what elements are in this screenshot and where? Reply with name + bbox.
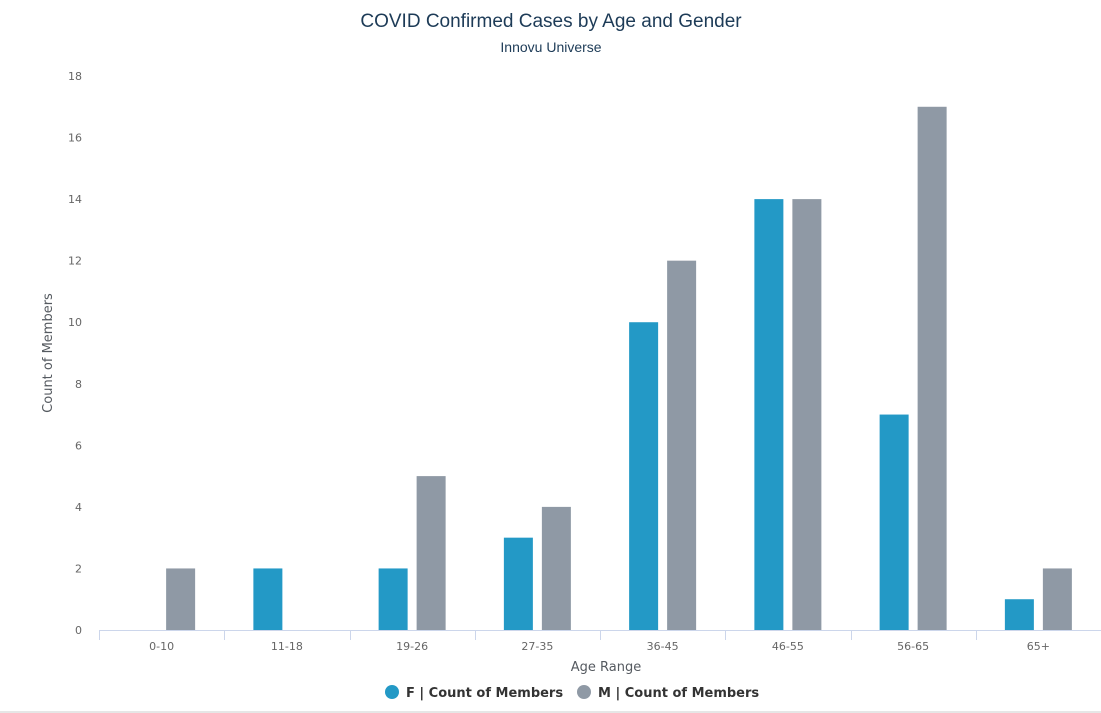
y-tick-label: 12 — [68, 255, 82, 268]
legend-marker — [577, 685, 591, 699]
bar-f-19-26[interactable] — [378, 568, 408, 630]
bar-f-27-35[interactable] — [503, 537, 533, 630]
y-tick-label: 10 — [68, 316, 82, 329]
legend: F | Count of Members M | Count of Members — [385, 685, 759, 701]
x-axis-ticks — [99, 630, 977, 640]
y-tick-label: 6 — [75, 439, 82, 452]
bar-f-65+[interactable] — [1004, 599, 1034, 630]
bar-m-65+[interactable] — [1042, 568, 1072, 630]
bar-f-11-18[interactable] — [253, 568, 283, 630]
x-tick-label: 46-55 — [772, 640, 804, 653]
y-tick-label: 0 — [75, 624, 82, 637]
bars — [166, 106, 1072, 631]
x-axis-tick-labels: 0-10 11-18 19-26 27-35 36-45 46-55 56-65 65+ — [149, 640, 1050, 653]
bar-f-56-65[interactable] — [879, 414, 909, 630]
bar-m-36-45[interactable] — [667, 260, 697, 630]
legend-item-f[interactable]: F | Count of Members — [385, 685, 563, 701]
bottom-divider — [0, 711, 1101, 713]
x-tick-label: 36-45 — [647, 640, 679, 653]
y-axis-label: Count of Members — [41, 293, 56, 413]
chart-title: COVID Confirmed Cases by Age and Gender — [360, 11, 742, 32]
bar-m-0-10[interactable] — [166, 568, 196, 630]
legend-marker — [385, 685, 399, 699]
bar-m-46-55[interactable] — [792, 199, 822, 630]
bar-m-19-26[interactable] — [416, 476, 446, 630]
bar-f-36-45[interactable] — [629, 322, 659, 630]
x-tick-label: 19-26 — [396, 640, 428, 653]
y-tick-label: 2 — [75, 562, 82, 575]
x-tick-label: 0-10 — [149, 640, 174, 653]
chart-subtitle: Innovu Universe — [500, 39, 601, 55]
x-axis-label: Age Range — [571, 660, 641, 675]
y-axis-ticks: 0 2 4 6 8 10 12 14 16 18 — [68, 70, 82, 637]
x-tick-label: 27-35 — [521, 640, 553, 653]
bar-f-46-55[interactable] — [754, 199, 784, 630]
y-tick-label: 14 — [68, 193, 82, 206]
bar-m-56-65[interactable] — [917, 106, 947, 631]
legend-item-m[interactable]: M | Count of Members — [577, 685, 759, 701]
y-tick-label: 18 — [68, 70, 82, 83]
x-tick-label: 11-18 — [271, 640, 303, 653]
y-tick-label: 4 — [75, 501, 82, 514]
bar-m-27-35[interactable] — [541, 506, 571, 630]
x-tick-label: 65+ — [1027, 640, 1050, 653]
y-tick-label: 8 — [75, 378, 82, 391]
y-tick-label: 16 — [68, 132, 82, 145]
legend-label: F | Count of Members — [406, 686, 563, 701]
x-tick-label: 56-65 — [897, 640, 929, 653]
legend-label: M | Count of Members — [598, 686, 759, 701]
